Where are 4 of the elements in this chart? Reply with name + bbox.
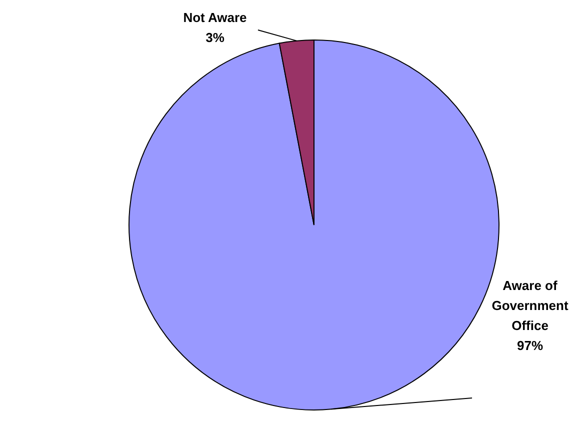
slice-label: Aware of Government Office [492,278,569,333]
data-label: 3% [206,30,225,45]
data-label: 97% [516,338,544,353]
slice-label: Not Aware [183,10,247,25]
